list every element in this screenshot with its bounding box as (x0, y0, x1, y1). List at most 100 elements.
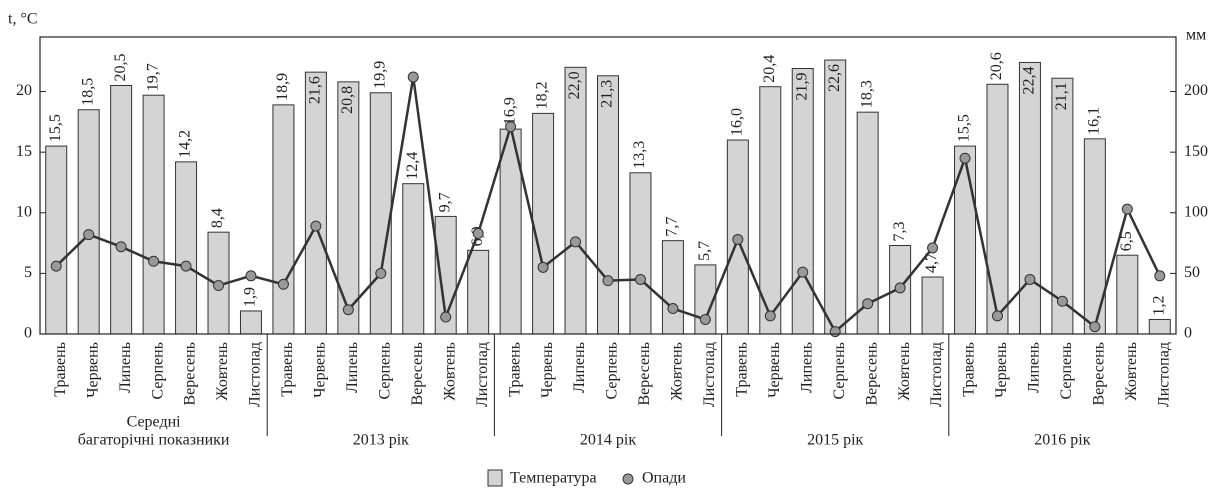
y2-axis-label: мм (1186, 27, 1206, 44)
marker (277, 278, 289, 290)
x-tick-label: Вересень (863, 342, 880, 406)
value-label: 18,2 (534, 81, 551, 109)
bar (597, 75, 619, 335)
y-tick-label: 5 (24, 264, 32, 281)
marker (115, 241, 127, 253)
marker (245, 270, 257, 282)
bar (110, 84, 133, 335)
x-tick-label: Липень (117, 342, 134, 393)
value-label: 15,5 (47, 114, 64, 142)
value-label: 7,3 (891, 222, 908, 242)
x-tick-label: Вересень (182, 342, 199, 406)
value-label: 20,5 (112, 53, 129, 81)
marker (375, 267, 387, 279)
y2-tick-label: 0 (1184, 325, 1192, 342)
value-label: 7,7 (664, 217, 681, 237)
value-label: 18,5 (79, 78, 96, 106)
bar (1018, 61, 1041, 335)
x-tick-label: Вересень (1091, 342, 1108, 406)
marker (1154, 270, 1166, 282)
x-tick-label: Травень (52, 342, 69, 397)
x-tick-label: Листопад (247, 342, 264, 407)
value-label: 20,8 (339, 86, 356, 114)
y-tick-label: 20 (16, 82, 32, 99)
x-tick-label: Серпень (149, 342, 166, 400)
x-tick-label: Жовтень (441, 342, 458, 401)
value-label: 1,9 (242, 287, 259, 307)
marker (472, 227, 484, 239)
value-label: 8,4 (209, 208, 226, 228)
marker (894, 282, 906, 294)
group-label: 2015 рік (807, 432, 863, 449)
marker (667, 303, 679, 315)
value-label: 18,3 (858, 80, 875, 108)
value-label: 18,9 (274, 73, 291, 101)
x-tick-label: Листопад (928, 342, 945, 407)
x-tick-label: Червень (312, 342, 329, 398)
x-tick-label: Липень (1026, 342, 1043, 393)
x-tick-label: Листопад (474, 342, 491, 407)
value-label: 19,7 (144, 63, 161, 91)
marker (732, 233, 744, 245)
marker (537, 261, 549, 273)
marker (699, 313, 711, 325)
group-label: Середні (127, 414, 182, 431)
marker (50, 260, 62, 272)
marker (1056, 295, 1068, 307)
bar (1148, 318, 1171, 335)
x-tick-label: Липень (798, 342, 815, 393)
x-tick-label: Листопад (1155, 342, 1172, 407)
y2-tick-label: 200 (1184, 82, 1208, 99)
marker (927, 242, 939, 254)
bar (824, 59, 847, 335)
legend-swatch (487, 469, 503, 487)
value-label: 22,4 (1021, 66, 1038, 94)
x-tick-label: Травень (961, 342, 978, 397)
y-tick-label: 15 (16, 143, 32, 160)
x-tick-label: Травень (279, 342, 296, 397)
y2-tick-label: 100 (1184, 203, 1208, 220)
marker (342, 304, 354, 316)
value-label: 21,9 (793, 73, 810, 101)
bar (954, 145, 977, 335)
y2-tick-label: 150 (1184, 143, 1208, 160)
value-label: 21,3 (599, 80, 616, 108)
value-label: 16,9 (501, 97, 518, 125)
group-label: 2014 рік (580, 432, 636, 449)
marker (1121, 203, 1133, 215)
x-tick-label: Жовтень (1123, 342, 1140, 401)
marker (440, 311, 452, 323)
value-label: 15,5 (956, 114, 973, 142)
x-tick-label: Червень (993, 342, 1010, 398)
x-tick-label: Травень (506, 342, 523, 397)
y-tick-label: 10 (16, 203, 32, 220)
value-label: 22,6 (826, 64, 843, 92)
marker (1024, 273, 1036, 285)
legend-label: Опади (642, 470, 686, 487)
marker (634, 273, 646, 285)
marker (959, 152, 971, 164)
marker (829, 326, 841, 338)
x-tick-label: Серпень (376, 342, 393, 400)
bar (402, 183, 425, 335)
marker (602, 275, 614, 287)
marker (764, 310, 776, 322)
legend-label: Температура (510, 470, 597, 487)
value-label: 1,2 (1150, 295, 1167, 315)
bar (304, 71, 327, 335)
value-label: 21,1 (1053, 82, 1070, 110)
group-label: багаторічні показники (78, 432, 230, 449)
bar (467, 249, 490, 335)
marker (180, 260, 192, 272)
y2-tick-label: 50 (1184, 264, 1200, 281)
legend-marker (622, 473, 634, 485)
marker (1089, 321, 1101, 333)
value-label: 9,7 (436, 192, 453, 212)
x-tick-label: Жовтень (214, 342, 231, 401)
bar (337, 81, 360, 335)
bar (142, 94, 165, 335)
x-tick-label: Листопад (701, 342, 718, 407)
marker (505, 121, 517, 133)
bar (791, 68, 814, 335)
x-tick-label: Червень (84, 342, 101, 398)
